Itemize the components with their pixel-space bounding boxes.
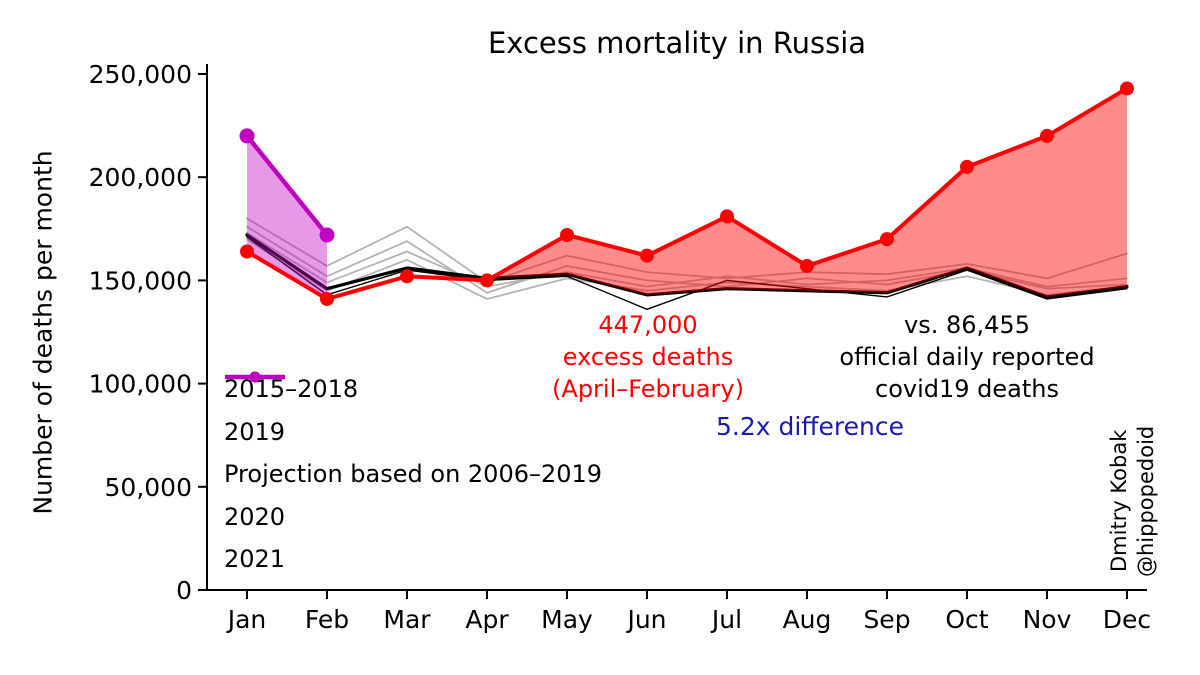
legend-label: 2015–2018 <box>224 375 359 404</box>
y-tick-label: 50,000 <box>105 473 192 502</box>
series-2015-line <box>246 238 1128 300</box>
series-2020-marker-jul <box>720 209 734 224</box>
x-tick-label: May <box>541 605 593 634</box>
x-tick-label: Jul <box>710 605 742 634</box>
excess-2021-fill <box>247 135 327 299</box>
legend-label: Projection based on 2006–2019 <box>224 460 603 489</box>
y-axis-label: Number of deaths per month <box>28 150 58 515</box>
author-name: Dmitry Kobak <box>1107 429 1131 573</box>
legend-item-2: Projection based on 2006–2019 <box>224 375 603 496</box>
x-tick-label: Sep <box>863 605 910 634</box>
annotation-excess-line1: 447,000 <box>598 311 698 339</box>
series-2020-marker-mar <box>400 269 414 284</box>
legend-item-3: 2020 <box>224 371 602 539</box>
series-2020-marker-jun <box>640 248 654 263</box>
legend-item-1: 2019 <box>224 376 602 454</box>
series-2020-marker-jan <box>240 244 254 259</box>
legend-label: 2020 <box>224 502 286 531</box>
series-2020-marker-may <box>560 227 574 242</box>
annotation-official-line1: vs. 86,455 <box>904 311 1030 339</box>
series-2016-line <box>246 232 1128 288</box>
x-tick-label: Apr <box>465 605 509 634</box>
legend-label: 2021 <box>224 545 286 574</box>
series-2020-marker-dec <box>1120 81 1134 96</box>
series-2019-line <box>246 236 1128 310</box>
x-tick-label: Aug <box>783 605 832 634</box>
annotation-excess-deaths: 447,000 excess deaths (April–February) <box>508 309 788 405</box>
series-2020-marker-nov <box>1040 128 1054 143</box>
legend-item-4: 2021 <box>224 371 602 581</box>
author-credit: Dmitry Kobak @hippopedoid <box>1106 412 1160 590</box>
series-2021-marker-feb <box>319 227 335 243</box>
series-2021-marker-jan <box>239 128 255 144</box>
x-tick-label: Dec <box>1103 605 1151 634</box>
x-tick-label: Nov <box>1023 605 1072 634</box>
annotation-official-line2: official daily reported <box>839 343 1095 371</box>
x-tick-label: Jun <box>625 605 666 634</box>
series-projection-line <box>245 233 1129 299</box>
y-tick-label: 200,000 <box>89 163 192 192</box>
author-handle: @hippopedoid <box>1134 425 1158 577</box>
annotation-official-line3: covid19 deaths <box>875 375 1059 403</box>
excess-2020-fill <box>487 88 1127 297</box>
y-tick-label: 150,000 <box>89 266 192 295</box>
series-2020-marker-apr <box>480 273 494 288</box>
legend: 2015–2018 2019 Projection based on 2006–20… <box>224 368 602 581</box>
legend-label: 2019 <box>224 417 286 446</box>
y-tick-label: 250,000 <box>89 60 192 89</box>
series-2020-marker-aug <box>800 258 814 273</box>
x-tick-label: Feb <box>305 605 349 634</box>
annotation-difference: 5.2x difference <box>715 412 904 441</box>
series-2018-line <box>246 217 1128 284</box>
annotation-excess-line2: excess deaths <box>562 343 734 371</box>
series-2020-marker-sep <box>880 232 894 247</box>
series-2020-marker-feb <box>320 291 334 306</box>
series-2021-line <box>244 133 330 238</box>
annotation-official-deaths: vs. 86,455 official daily reported covid… <box>797 309 1137 405</box>
x-tick-label: Mar <box>383 605 431 634</box>
annotation-excess-line3: (April–February) <box>552 375 744 403</box>
chart-title: Excess mortality in Russia <box>487 26 867 60</box>
legend-line-sample <box>225 371 285 383</box>
series-2020-line <box>245 86 1129 301</box>
legend-item-0: 2015–2018 <box>224 368 602 411</box>
series-2020-marker-oct <box>960 159 974 174</box>
x-tick-label: Oct <box>945 605 988 634</box>
y-tick-label: 100,000 <box>89 370 192 399</box>
x-tick-label: Jan <box>226 605 267 634</box>
y-tick-label: 0 <box>176 576 192 605</box>
